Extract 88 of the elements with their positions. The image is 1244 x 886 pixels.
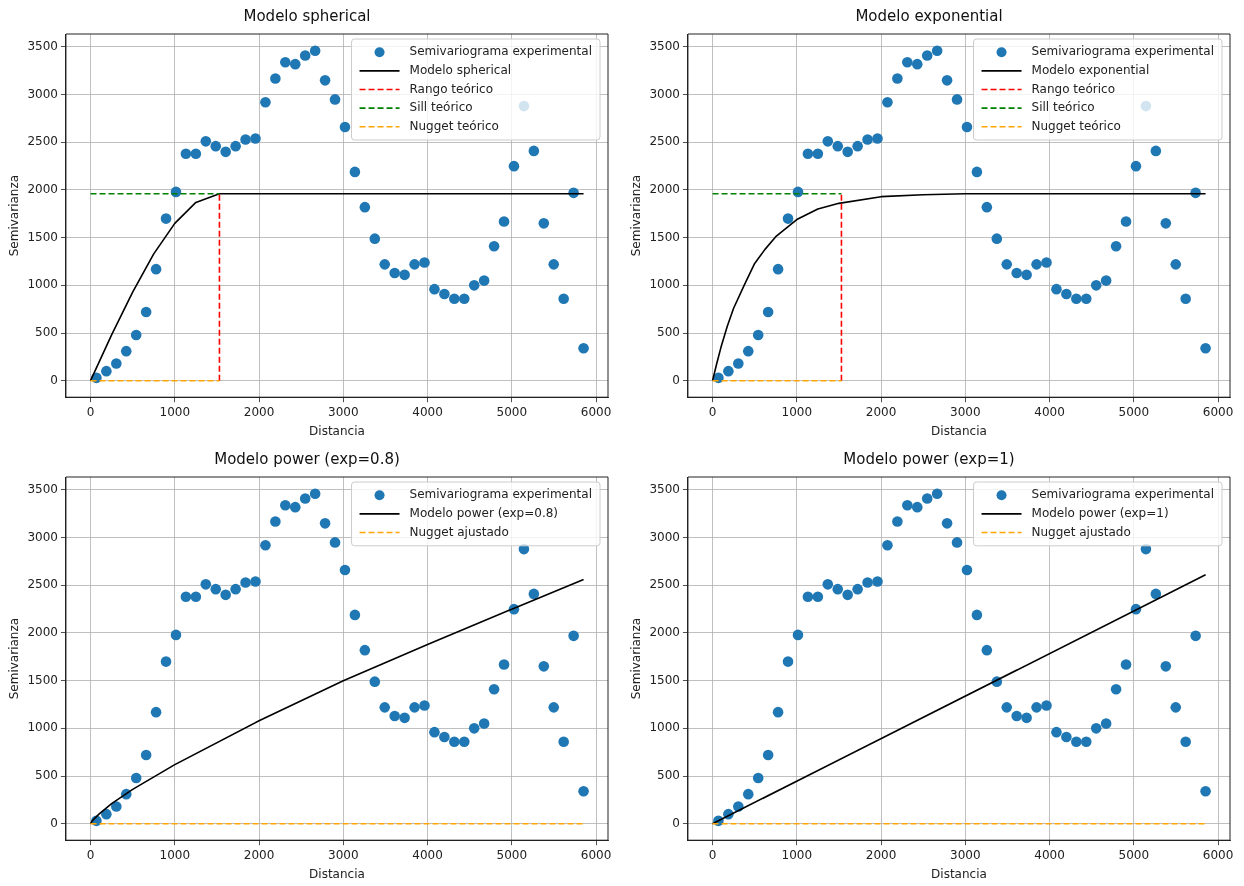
x-tick-label: 4000 [1034, 404, 1065, 419]
chart-title: Modelo power (exp=1) [843, 449, 1015, 468]
legend-label: Sill teórico [1031, 100, 1095, 115]
x-axis-title: Distancia [309, 423, 365, 438]
y-tick-label: 1500 [27, 672, 58, 687]
x-tick-label: 6000 [1202, 404, 1234, 419]
x-tick-label: 1000 [159, 404, 191, 419]
x-axis-title: Distancia [931, 423, 987, 438]
y-tick-label: 500 [35, 325, 58, 340]
x-axis-title: Distancia [309, 866, 365, 881]
x-tick-label: 4000 [412, 404, 443, 419]
x-axis-title: Distancia [931, 866, 987, 881]
x-tick-label: 3000 [950, 404, 981, 419]
y-tick-label: 2000 [27, 182, 58, 197]
legend-label: Sill teórico [409, 100, 473, 115]
y-tick-label: 1500 [649, 672, 680, 687]
y-tick-label: 1500 [649, 229, 680, 244]
x-tick-label: 5000 [1118, 847, 1150, 862]
y-axis-title: Semivarianza [629, 617, 644, 700]
legend-label: Semivariograma experimental [1031, 44, 1215, 59]
y-tick-label: 3500 [27, 39, 58, 54]
x-tick-label: 0 [86, 404, 95, 419]
x-tick-label: 0 [708, 404, 717, 419]
legend-label: Rango teórico [1031, 81, 1115, 96]
y-axis-title: Semivarianza [7, 617, 22, 700]
x-tick-label: 2000 [865, 847, 897, 862]
x-tick-label: 1000 [781, 847, 813, 862]
y-tick-label: 3500 [649, 39, 680, 54]
x-tick-label: 1000 [159, 847, 191, 862]
x-tick-label: 3000 [328, 847, 359, 862]
y-tick-label: 2500 [27, 577, 58, 592]
y-tick-label: 3500 [27, 482, 58, 497]
y-tick-label: 500 [657, 768, 680, 783]
y-tick-label: 2000 [649, 182, 680, 197]
chart-title: Modelo exponential [855, 6, 1003, 25]
chart-title: Modelo spherical [243, 6, 371, 25]
y-tick-label: 3000 [649, 86, 680, 101]
x-tick-label: 0 [86, 847, 95, 862]
y-tick-label: 500 [657, 325, 680, 340]
y-tick-label: 0 [50, 815, 58, 830]
x-tick-label: 3000 [950, 847, 981, 862]
y-tick-label: 2500 [27, 134, 58, 149]
x-tick-label: 3000 [328, 404, 359, 419]
x-tick-label: 2000 [865, 404, 897, 419]
y-axis-title: Semivarianza [629, 174, 644, 257]
legend-label: Nugget teórico [1031, 118, 1121, 133]
y-tick-label: 3500 [649, 482, 680, 497]
x-tick-label: 6000 [1202, 847, 1234, 862]
legend-label: Nugget ajustado [409, 524, 509, 539]
legend-label: Nugget ajustado [1031, 524, 1131, 539]
legend-label: Semivariograma experimental [1031, 487, 1215, 502]
y-tick-label: 3000 [27, 86, 58, 101]
y-tick-label: 1000 [27, 720, 58, 735]
chart-title: Modelo power (exp=0.8) [214, 449, 400, 468]
y-tick-label: 2500 [649, 577, 680, 592]
x-tick-label: 1000 [781, 404, 813, 419]
x-tick-label: 0 [708, 847, 717, 862]
legend-label: Nugget teórico [409, 118, 499, 133]
x-tick-label: 5000 [1118, 404, 1150, 419]
y-tick-label: 3000 [27, 529, 58, 544]
y-tick-label: 2500 [649, 134, 680, 149]
y-tick-label: 1000 [27, 277, 58, 292]
x-tick-label: 5000 [496, 404, 528, 419]
legend-label: Modelo power (exp=0.8) [409, 506, 559, 521]
y-tick-label: 1000 [649, 720, 680, 735]
y-tick-label: 3000 [649, 529, 680, 544]
y-tick-label: 0 [50, 372, 58, 387]
y-tick-label: 2000 [27, 625, 58, 640]
legend-label: Semivariograma experimental [409, 487, 593, 502]
x-tick-label: 6000 [580, 847, 612, 862]
y-axis-title: Semivarianza [7, 174, 22, 257]
y-tick-label: 1500 [27, 229, 58, 244]
x-tick-label: 6000 [580, 404, 612, 419]
legend-label: Semivariograma experimental [409, 44, 593, 59]
x-tick-label: 5000 [496, 847, 528, 862]
y-tick-label: 0 [672, 372, 680, 387]
y-tick-label: 1000 [649, 277, 680, 292]
legend-label: Rango teórico [409, 81, 493, 96]
y-tick-label: 500 [35, 768, 58, 783]
x-tick-label: 4000 [1034, 847, 1065, 862]
x-tick-label: 4000 [412, 847, 443, 862]
legend-label: Modelo power (exp=1) [1031, 506, 1169, 521]
x-tick-label: 2000 [243, 847, 275, 862]
x-tick-label: 2000 [243, 404, 275, 419]
y-tick-label: 2000 [649, 625, 680, 640]
legend-label: Modelo spherical [409, 63, 512, 78]
y-tick-label: 0 [672, 815, 680, 830]
legend-label: Modelo exponential [1031, 63, 1150, 78]
